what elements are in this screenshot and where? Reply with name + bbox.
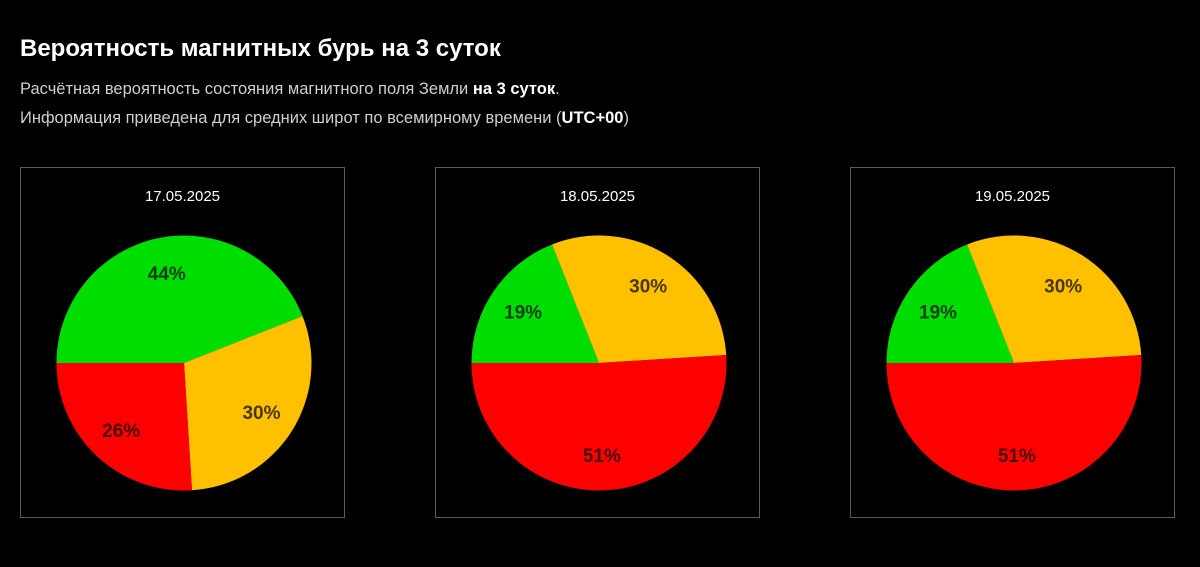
pie-slice-yellow bbox=[552, 235, 727, 363]
page-title: Вероятность магнитных бурь на 3 суток bbox=[20, 35, 501, 62]
pie-slice-label-green: 44% bbox=[148, 264, 186, 285]
pie-slice-red bbox=[471, 354, 727, 491]
pie-slice-yellow bbox=[184, 316, 312, 491]
pie-slice-label-red: 51% bbox=[583, 446, 621, 467]
pie-slice-green bbox=[56, 235, 303, 363]
pie-slice-green bbox=[886, 244, 1014, 363]
pie-chart-day-3: 19% 30% 51% 19.05.2025 bbox=[850, 167, 1175, 518]
chart-date: 17.05.2025 bbox=[144, 188, 221, 205]
chart-date: 18.05.2025 bbox=[559, 188, 636, 205]
pie-chart-day-1: 44% 30% 26% 17.05.2025 bbox=[20, 167, 345, 518]
pie-slice-red bbox=[886, 354, 1142, 491]
subtitle-line-2-text: Информация приведена для средних широт п… bbox=[20, 109, 562, 127]
subtitle-line-1-text: Расчётная вероятность состояния магнитно… bbox=[20, 80, 473, 98]
subtitle-line-2-suffix: ) bbox=[623, 109, 629, 127]
pie-slice-yellow bbox=[967, 235, 1142, 363]
pie-slice-label-green: 19% bbox=[919, 302, 957, 323]
subtitle-line-1-suffix: . bbox=[555, 80, 560, 98]
pie-slice-label-yellow: 30% bbox=[1044, 276, 1082, 297]
pie-slice-label-yellow: 30% bbox=[629, 276, 667, 297]
subtitle-line-1-bold: на 3 суток bbox=[472, 80, 556, 98]
pie-chart-svg: 19% 30% 51% bbox=[886, 235, 1142, 491]
subtitle-line-2: Информация приведена для средних широт п… bbox=[20, 107, 629, 129]
pie-chart-day-2: 19% 30% 51% 18.05.2025 bbox=[435, 167, 760, 518]
pie-slice-green bbox=[471, 244, 599, 363]
pie-slice-label-red: 26% bbox=[102, 421, 140, 442]
pie-chart-svg: 44% 30% 26% bbox=[56, 235, 312, 491]
pie-slice-label-green: 19% bbox=[504, 302, 542, 323]
pie-slice-red bbox=[56, 363, 193, 491]
pie-slice-label-yellow: 30% bbox=[242, 403, 280, 424]
subtitle-line-1: Расчётная вероятность состояния магнитно… bbox=[20, 78, 560, 100]
subtitle-line-2-bold: UTC+00 bbox=[561, 109, 624, 127]
chart-date: 19.05.2025 bbox=[974, 188, 1051, 205]
pie-chart-svg: 19% 30% 51% bbox=[471, 235, 727, 491]
pie-slice-label-red: 51% bbox=[998, 446, 1036, 467]
